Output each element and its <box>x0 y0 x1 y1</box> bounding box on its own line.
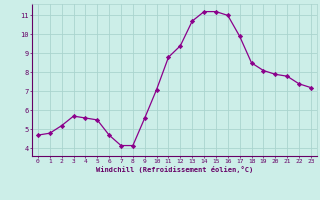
X-axis label: Windchill (Refroidissement éolien,°C): Windchill (Refroidissement éolien,°C) <box>96 166 253 173</box>
